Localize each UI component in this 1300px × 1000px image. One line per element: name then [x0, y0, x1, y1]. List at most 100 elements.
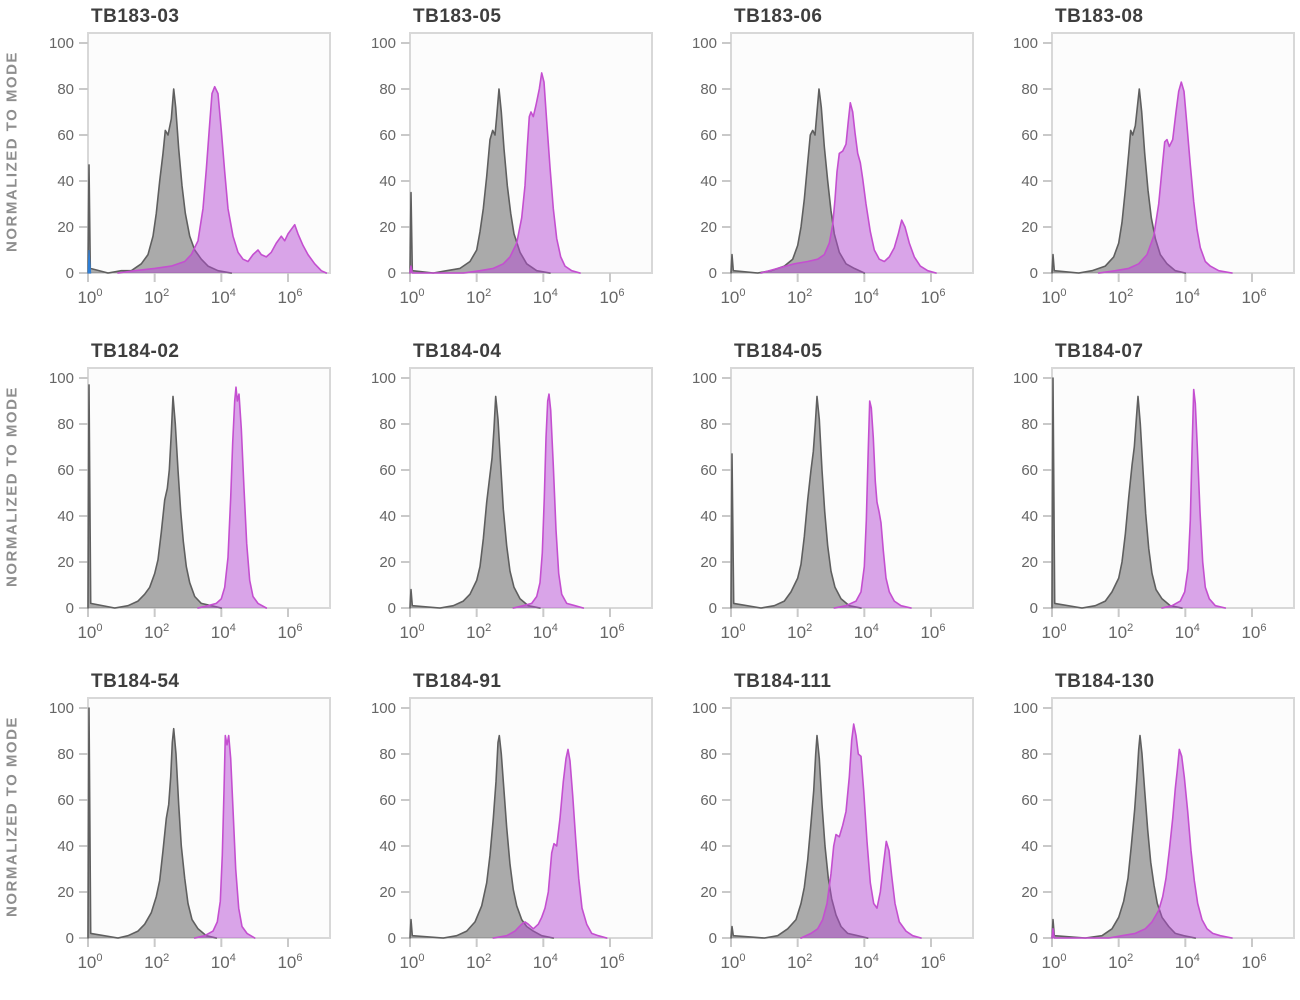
y-tick-label: 20 [1021, 219, 1038, 236]
x-tick-label: 106 [277, 622, 302, 642]
y-tick-label: 80 [57, 81, 74, 98]
sample-histogram [833, 400, 912, 609]
x-tick-label: 104 [1175, 287, 1200, 307]
y-tick-label: 40 [1021, 838, 1038, 855]
y-tick-label: 100 [371, 35, 396, 52]
control-histogram [87, 707, 218, 939]
y-tick-label: 60 [379, 462, 396, 479]
x-tick-label: 100 [77, 952, 102, 972]
y-tick-label: 80 [379, 416, 396, 433]
y-tick-label: 60 [57, 462, 74, 479]
y-tick-label: 80 [57, 746, 74, 763]
y-tick-label: 40 [700, 838, 717, 855]
y-tick-label: 80 [1021, 416, 1038, 433]
histogram-panel-TB184-111: TB184-111 0 20 40 60 80 100 100 102 104 106 [692, 671, 974, 972]
y-tick-label: 0 [1030, 265, 1038, 282]
y-tick-label: 20 [57, 554, 74, 571]
y-tick-label: 100 [692, 700, 717, 717]
x-tick-label: 100 [720, 952, 745, 972]
y-tick-label: 100 [1013, 370, 1038, 387]
histogram-panel-TB184-91: TB184-91 0 20 40 60 80 100 100 102 104 106 [371, 671, 653, 972]
x-tick-label: 106 [599, 622, 624, 642]
x-tick-label: 106 [920, 287, 945, 307]
y-tick-label: 20 [57, 884, 74, 901]
sample-histogram [193, 734, 256, 939]
y-tick-label: 0 [66, 265, 74, 282]
x-tick-label: 100 [399, 622, 424, 642]
sample-histogram [117, 85, 328, 274]
y-tick-label: 60 [57, 792, 74, 809]
blue-debris-spike [87, 249, 92, 274]
sample-histogram [1097, 81, 1233, 274]
y-tick-label: 100 [1013, 35, 1038, 52]
y-tick-label: 60 [57, 127, 74, 144]
x-tick-label: 100 [399, 287, 424, 307]
y-tick-label: 20 [379, 884, 396, 901]
x-tick-label: 100 [720, 622, 745, 642]
plot-area-border [409, 367, 653, 609]
y-tick-label: 20 [57, 219, 74, 236]
x-tick-label: 100 [1041, 622, 1066, 642]
x-tick-label: 102 [787, 622, 812, 642]
x-tick-label: 104 [533, 952, 558, 972]
x-tick-label: 102 [787, 287, 812, 307]
histogram-panel-TB183-03: TB183-03 0 20 40 60 80 100 100 102 104 106 [49, 6, 331, 307]
y-tick-label: 80 [379, 746, 396, 763]
x-tick-label: 102 [466, 622, 491, 642]
control-histogram [87, 384, 223, 609]
x-tick-label: 100 [1041, 952, 1066, 972]
x-tick-label: 102 [466, 287, 491, 307]
y-tick-label: 40 [379, 508, 396, 525]
y-tick-label: 40 [1021, 173, 1038, 190]
sample-histogram [512, 393, 585, 609]
panel-title: TB184-07 [1055, 341, 1144, 362]
y-tick-label: 40 [700, 508, 717, 525]
y-tick-label: 0 [388, 600, 396, 617]
sample-histogram [800, 723, 922, 939]
histogram-panel-TB184-05: TB184-05 0 20 40 60 80 100 100 102 104 106 [692, 341, 974, 642]
panel-title: TB183-06 [734, 6, 823, 27]
plot-area-border [1051, 367, 1295, 609]
x-tick-label: 102 [1108, 952, 1133, 972]
panel-title: TB183-08 [1055, 6, 1144, 27]
y-tick-label: 20 [700, 554, 717, 571]
x-tick-label: 106 [920, 952, 945, 972]
x-tick-label: 104 [211, 622, 236, 642]
x-tick-label: 106 [920, 622, 945, 642]
x-tick-label: 102 [144, 622, 169, 642]
y-tick-label: 20 [379, 554, 396, 571]
panel-title: TB184-02 [91, 341, 180, 362]
y-tick-label: 60 [700, 792, 717, 809]
y-tick-label: 20 [1021, 884, 1038, 901]
x-tick-label: 102 [466, 952, 491, 972]
x-tick-label: 100 [1041, 287, 1066, 307]
y-tick-label: 40 [379, 173, 396, 190]
y-tick-label: 100 [692, 35, 717, 52]
panel-title: TB183-05 [413, 6, 502, 27]
y-tick-label: 60 [700, 462, 717, 479]
sample-histogram [1161, 388, 1227, 609]
sample-histogram [760, 102, 937, 274]
y-tick-label: 100 [49, 700, 74, 717]
y-tick-label: 40 [1021, 508, 1038, 525]
sample-histogram [409, 72, 581, 274]
y-tick-label: 0 [388, 930, 396, 947]
sample-histogram [492, 748, 608, 939]
histogram-panel-TB183-06: TB183-06 0 20 40 60 80 100 100 102 104 106 [692, 6, 974, 307]
y-tick-label: 40 [57, 508, 74, 525]
panel-title: TB184-130 [1055, 671, 1155, 692]
control-histogram [409, 734, 555, 939]
histogram-panel-TB184-130: TB184-130 0 20 40 60 80 100 100 102 104 106 [1013, 671, 1295, 972]
y-tick-label: 40 [57, 173, 74, 190]
x-tick-label: 100 [77, 622, 102, 642]
panel-title: TB184-04 [413, 341, 502, 362]
y-tick-label: 100 [49, 35, 74, 52]
y-tick-label: 0 [709, 600, 717, 617]
y-tick-label: 80 [1021, 746, 1038, 763]
y-tick-label: 60 [379, 127, 396, 144]
plot-area-border [87, 697, 331, 939]
y-tick-label: 0 [1030, 600, 1038, 617]
y-tick-label: 60 [1021, 462, 1038, 479]
panel-title: TB184-91 [413, 671, 502, 692]
